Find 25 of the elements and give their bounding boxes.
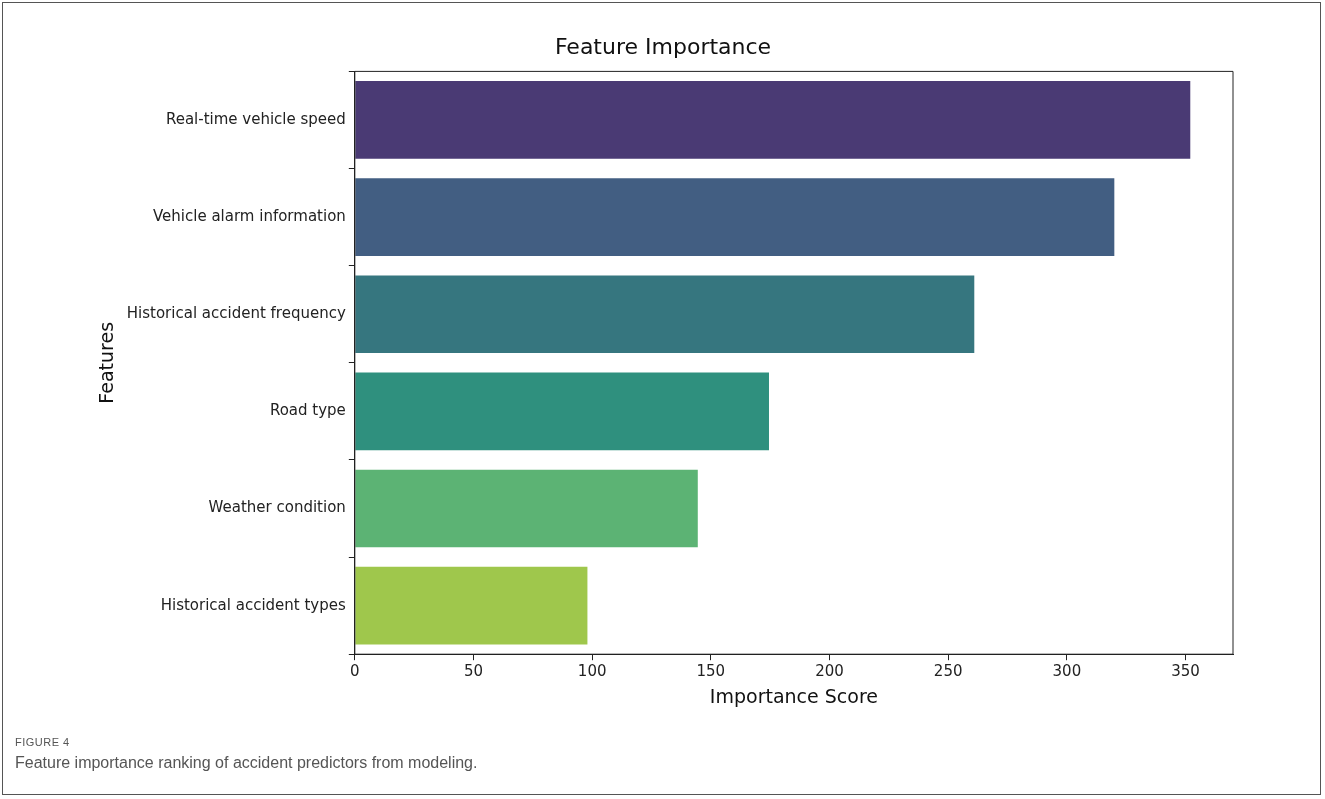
chart-title: Feature Importance [554, 33, 772, 59]
bar [355, 81, 1191, 159]
x-tick-label: 50 [463, 662, 484, 681]
x-tick-label: 200 [815, 662, 844, 681]
x-tick-label: 300 [1052, 662, 1082, 681]
bar [355, 372, 769, 451]
caption: FIGURE 4 [15, 736, 71, 748]
x-axis-title: Importance Score [709, 684, 878, 707]
y-tick-label: Historical accident types [160, 595, 346, 614]
y-axis-title: Features [95, 321, 118, 404]
bar [355, 469, 698, 548]
y-tick-label: Historical accident frequency [126, 304, 346, 323]
bar [355, 178, 1115, 256]
x-tick-label: 250 [933, 662, 963, 681]
bar [355, 566, 588, 645]
y-tick-label: Real-time vehicle speed [165, 109, 346, 128]
x-tick-label: 150 [696, 662, 726, 681]
y-tick-label: Weather condition [208, 498, 346, 517]
x-tick-label: 0 [350, 662, 360, 681]
y-tick-label: Road type [269, 401, 346, 420]
x-tick-label: 350 [1171, 662, 1200, 681]
y-tick-label: Vehicle alarm information [153, 206, 346, 225]
bar [355, 275, 975, 354]
text: Feature importance ranking of accident predictors from modeling. [15, 754, 478, 772]
x-tick-label: 100 [577, 662, 607, 681]
